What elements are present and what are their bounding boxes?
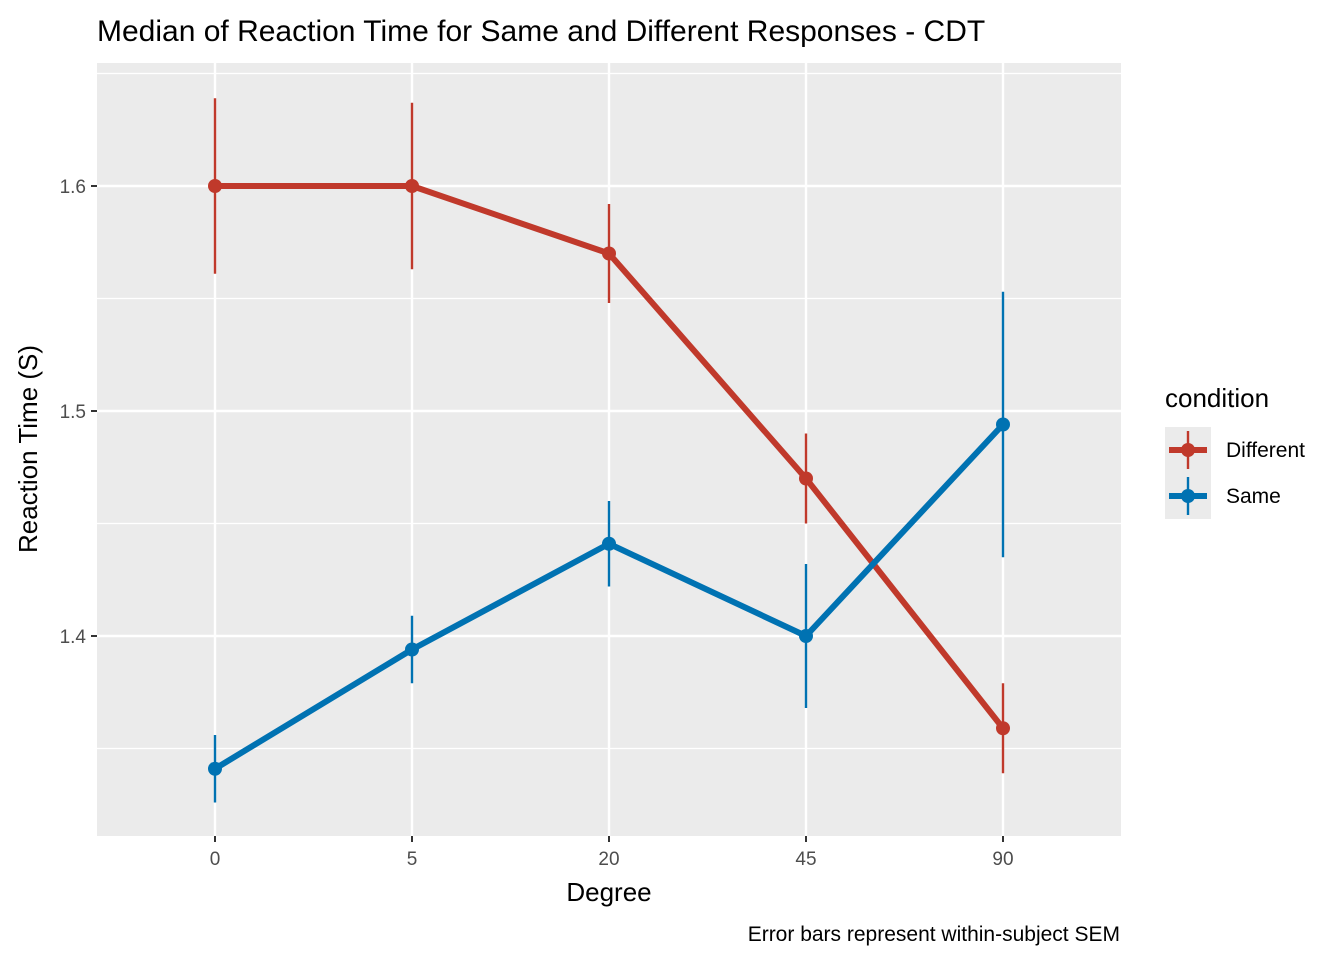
x-axis: 0 5 20 45 90 bbox=[210, 836, 1014, 870]
x-tick-label: 90 bbox=[992, 849, 1013, 870]
y-tick-label: 1.4 bbox=[60, 627, 87, 648]
series-layer bbox=[208, 98, 1010, 803]
legend-key-point bbox=[1181, 443, 1195, 457]
legend-label-same: Same bbox=[1226, 485, 1281, 508]
data-point-different bbox=[799, 471, 813, 486]
legend-title: condition bbox=[1165, 383, 1269, 413]
legend-key-point bbox=[1181, 489, 1195, 503]
data-point-same bbox=[799, 629, 813, 643]
y-axis: 1.4 1.5 1.6 bbox=[60, 177, 97, 648]
data-point-different bbox=[405, 179, 419, 193]
legend: condition Different Same bbox=[1165, 383, 1305, 519]
legend-item-same: Same bbox=[1165, 473, 1281, 519]
chart-caption: Error bars represent within-subject SEM bbox=[748, 923, 1120, 946]
y-tick-label: 1.5 bbox=[60, 402, 86, 423]
data-point-same bbox=[602, 536, 616, 551]
legend-label-different: Different bbox=[1226, 439, 1305, 462]
data-point-different bbox=[996, 721, 1010, 736]
chart-title: Median of Reaction Time for Same and Dif… bbox=[97, 15, 985, 48]
series-same bbox=[208, 291, 1010, 803]
y-tick-label: 1.6 bbox=[60, 177, 86, 198]
x-tick-label: 45 bbox=[795, 849, 816, 870]
x-tick-label: 0 bbox=[210, 849, 221, 870]
x-tick-label: 20 bbox=[598, 849, 619, 870]
data-point-same bbox=[208, 761, 222, 776]
data-point-same bbox=[996, 417, 1010, 432]
data-point-different bbox=[602, 246, 616, 261]
data-point-different bbox=[208, 179, 222, 193]
y-axis-title: Reaction Time (S) bbox=[13, 345, 43, 553]
data-point-same bbox=[405, 642, 419, 657]
legend-item-different: Different bbox=[1165, 427, 1305, 473]
x-axis-title: Degree bbox=[566, 877, 651, 907]
x-tick-label: 5 bbox=[407, 849, 418, 870]
